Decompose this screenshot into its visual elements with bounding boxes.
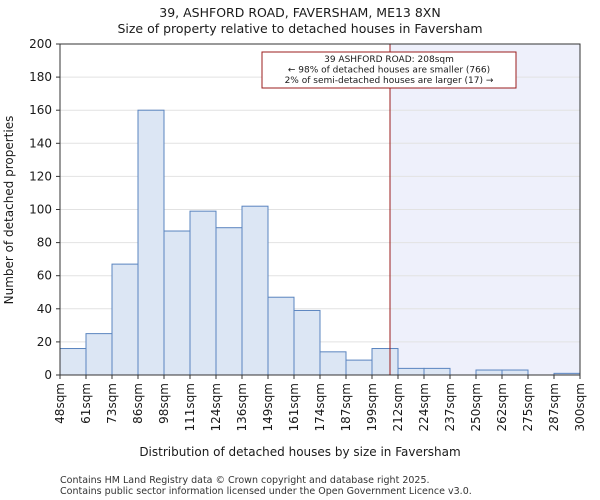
histogram-bar [85, 333, 113, 376]
histogram-bar [475, 369, 503, 376]
x-tick-label: 161sqm [287, 383, 301, 431]
annotation-line-2: ← 98% of detached houses are smaller (76… [288, 66, 490, 76]
y-tick-label: 20 [37, 335, 52, 349]
x-tick-label: 262sqm [495, 383, 509, 431]
x-tick-label: 237sqm [443, 383, 457, 431]
annotation-line-1: 39 ASHFORD ROAD: 208sqm [324, 55, 454, 65]
x-tick-label: 86sqm [131, 383, 145, 424]
x-tick-label: 250sqm [469, 383, 483, 431]
histogram-bar [397, 367, 425, 376]
y-tick-label: 0 [44, 368, 52, 382]
histogram-bar [137, 109, 165, 376]
chart-subtitle: Size of property relative to detached ho… [117, 21, 482, 36]
y-tick-label: 40 [37, 302, 52, 316]
x-tick-label: 124sqm [209, 383, 223, 431]
x-tick-label: 73sqm [105, 383, 119, 424]
histogram-bar [189, 210, 217, 376]
histogram-bar [241, 205, 269, 376]
histogram-bar [423, 367, 451, 376]
x-tick-label: 98sqm [157, 383, 171, 424]
x-tick-label: 199sqm [365, 383, 379, 431]
histogram-bar [501, 369, 529, 376]
annotation-line-3: 2% of semi-detached houses are larger (1… [285, 76, 494, 86]
y-tick-label: 200 [29, 37, 52, 51]
histogram-bar [293, 309, 321, 376]
x-tick-label: 300sqm [573, 383, 587, 431]
footer-line-2: Contains public sector information licen… [60, 486, 472, 497]
y-tick-label: 60 [37, 269, 52, 283]
y-tick-label: 80 [37, 236, 52, 250]
y-tick-label: 160 [29, 103, 52, 117]
x-axis-label: Distribution of detached houses by size … [139, 445, 460, 459]
x-tick-label: 174sqm [313, 383, 327, 431]
x-tick-label: 187sqm [339, 383, 353, 431]
histogram-bar [345, 359, 373, 376]
x-tick-label: 48sqm [53, 383, 67, 424]
y-tick-label: 140 [29, 136, 52, 150]
y-tick-label: 100 [29, 203, 52, 217]
x-tick-label: 212sqm [391, 383, 405, 431]
x-tick-label: 136sqm [235, 383, 249, 431]
histogram-bar [267, 296, 295, 376]
annotation-frame [261, 51, 517, 89]
x-tick-label: 149sqm [261, 383, 275, 431]
histogram-bar [163, 230, 191, 376]
y-tick-label: 180 [29, 70, 52, 84]
histogram-bar [59, 348, 87, 376]
annotation-box: 39 ASHFORD ROAD: 208sqm ← 98% of detache… [261, 51, 517, 89]
histogram-bar [111, 263, 139, 376]
histogram-bar [215, 227, 243, 376]
x-tick-label: 287sqm [547, 383, 561, 431]
histogram-bar [319, 351, 347, 376]
histogram-bar [371, 348, 399, 376]
y-axis-label: Number of detached properties [2, 116, 16, 305]
footer-line-1: Contains HM Land Registry data © Crown c… [60, 475, 430, 486]
x-tick-label: 61sqm [79, 383, 93, 424]
chart-title: 39, ASHFORD ROAD, FAVERSHAM, ME13 8XN [159, 5, 440, 20]
x-tick-label: 111sqm [183, 383, 197, 431]
y-tick-label: 120 [29, 169, 52, 183]
x-tick-label: 275sqm [521, 383, 535, 431]
x-tick-label: 224sqm [417, 383, 431, 431]
